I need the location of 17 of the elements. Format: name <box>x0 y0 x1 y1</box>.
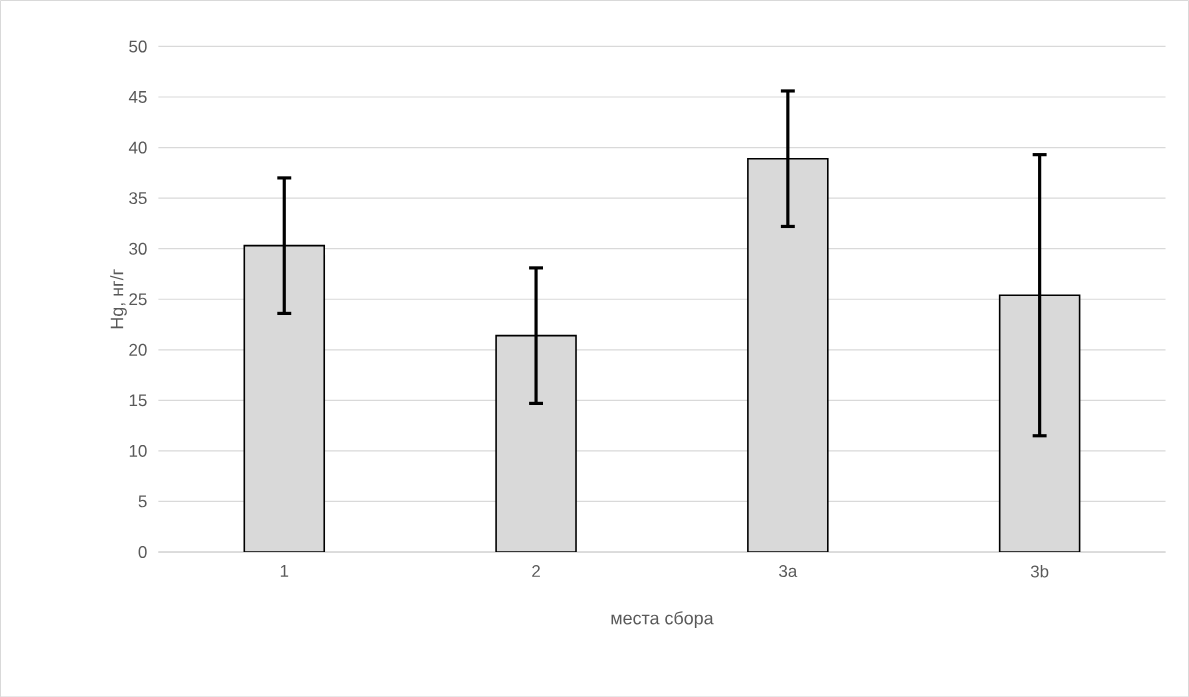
y-tick-label: 30 <box>129 242 147 255</box>
x-tick-label: 3b <box>1030 564 1049 578</box>
x-tick-label: 3a <box>779 564 798 577</box>
y-tick-label: 25 <box>129 293 147 306</box>
y-tick-label: 40 <box>128 141 147 154</box>
x-tick-label: 2 <box>532 564 540 577</box>
y-axis-title: Hg, нг/г <box>110 269 127 328</box>
y-tick-label: 50 <box>129 40 147 53</box>
y-tick-label: 5 <box>138 495 147 508</box>
x-tick-label: 1 <box>280 564 289 577</box>
y-tick-label: 10 <box>129 444 147 457</box>
y-tick-label: 20 <box>129 343 147 356</box>
y-tick-label: 15 <box>129 394 147 407</box>
x-axis-title: места сбора <box>611 610 714 628</box>
y-tick-label: 35 <box>129 191 147 204</box>
y-tick-label: 0 <box>138 545 147 558</box>
y-tick-label: 45 <box>128 90 147 103</box>
